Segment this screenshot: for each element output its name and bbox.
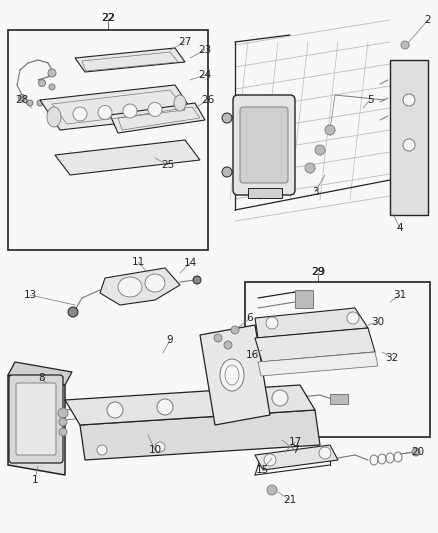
Bar (245, 282, 430, 437)
Ellipse shape (107, 402, 123, 418)
Text: 31: 31 (393, 290, 406, 300)
Ellipse shape (37, 100, 43, 106)
Ellipse shape (68, 307, 78, 317)
Ellipse shape (403, 94, 415, 106)
Ellipse shape (98, 106, 112, 119)
Polygon shape (80, 410, 320, 460)
Bar (390, 60, 428, 215)
Ellipse shape (325, 125, 335, 135)
Polygon shape (8, 362, 72, 385)
Ellipse shape (123, 104, 137, 118)
Ellipse shape (155, 442, 165, 452)
Ellipse shape (315, 145, 325, 155)
Ellipse shape (272, 390, 288, 406)
Text: 24: 24 (198, 70, 212, 80)
Polygon shape (8, 375, 65, 475)
FancyBboxPatch shape (9, 375, 63, 463)
Ellipse shape (148, 102, 162, 117)
Ellipse shape (48, 69, 56, 77)
Ellipse shape (222, 113, 232, 123)
Text: 6: 6 (247, 313, 253, 323)
Text: 29: 29 (311, 267, 325, 277)
Text: 32: 32 (385, 353, 399, 363)
Ellipse shape (27, 100, 33, 106)
Text: 21: 21 (283, 495, 297, 505)
Ellipse shape (145, 274, 165, 292)
Polygon shape (200, 325, 270, 425)
Ellipse shape (266, 317, 278, 329)
Polygon shape (255, 308, 368, 338)
Polygon shape (75, 48, 185, 72)
Ellipse shape (18, 94, 25, 101)
Ellipse shape (231, 326, 239, 334)
Ellipse shape (59, 418, 67, 426)
Ellipse shape (97, 445, 107, 455)
Bar (330, 394, 348, 404)
FancyBboxPatch shape (240, 107, 288, 183)
Text: 3: 3 (312, 187, 318, 197)
Ellipse shape (193, 276, 201, 284)
Ellipse shape (225, 365, 239, 385)
Ellipse shape (319, 447, 331, 459)
FancyBboxPatch shape (16, 383, 56, 455)
Text: 15: 15 (255, 465, 268, 475)
Text: 16: 16 (245, 350, 258, 360)
Text: 14: 14 (184, 258, 197, 268)
Text: 5: 5 (367, 95, 373, 105)
Text: 27: 27 (178, 37, 192, 47)
Text: 28: 28 (15, 95, 28, 105)
Ellipse shape (118, 277, 142, 297)
Ellipse shape (220, 359, 244, 391)
Ellipse shape (224, 341, 232, 349)
Polygon shape (110, 103, 205, 133)
Ellipse shape (347, 312, 359, 324)
Ellipse shape (305, 163, 315, 173)
Ellipse shape (49, 84, 55, 90)
Ellipse shape (174, 95, 186, 111)
Polygon shape (65, 385, 315, 425)
Polygon shape (258, 352, 378, 376)
Text: 25: 25 (161, 160, 175, 170)
Text: 10: 10 (148, 445, 162, 455)
Ellipse shape (157, 399, 173, 415)
Polygon shape (55, 140, 200, 175)
Polygon shape (255, 445, 338, 470)
Text: 7: 7 (292, 445, 298, 455)
Ellipse shape (264, 454, 276, 466)
Text: 13: 13 (23, 290, 37, 300)
Ellipse shape (403, 139, 415, 151)
Ellipse shape (47, 107, 61, 127)
Text: 17: 17 (288, 437, 302, 447)
Text: 2: 2 (425, 15, 431, 25)
Text: 20: 20 (411, 447, 424, 457)
Bar (295, 290, 313, 308)
Polygon shape (100, 268, 180, 305)
FancyBboxPatch shape (233, 95, 295, 195)
Ellipse shape (222, 167, 232, 177)
Text: 22: 22 (101, 13, 115, 23)
Text: 26: 26 (201, 95, 215, 105)
Text: 4: 4 (397, 223, 403, 233)
Text: 23: 23 (198, 45, 212, 55)
Text: 29: 29 (311, 267, 325, 277)
Bar (8, 30, 208, 250)
Text: 22: 22 (101, 13, 115, 23)
Ellipse shape (412, 448, 420, 456)
Ellipse shape (59, 428, 67, 436)
Ellipse shape (214, 334, 222, 342)
Bar (248, 188, 282, 198)
Polygon shape (40, 85, 195, 130)
Text: 1: 1 (32, 475, 38, 485)
Ellipse shape (39, 79, 46, 86)
Ellipse shape (267, 485, 277, 495)
Text: 8: 8 (39, 373, 45, 383)
Ellipse shape (73, 107, 87, 121)
Polygon shape (255, 328, 375, 362)
Ellipse shape (401, 41, 409, 49)
Text: 9: 9 (167, 335, 173, 345)
Ellipse shape (58, 408, 68, 418)
Text: 11: 11 (131, 257, 145, 267)
Text: 30: 30 (371, 317, 385, 327)
